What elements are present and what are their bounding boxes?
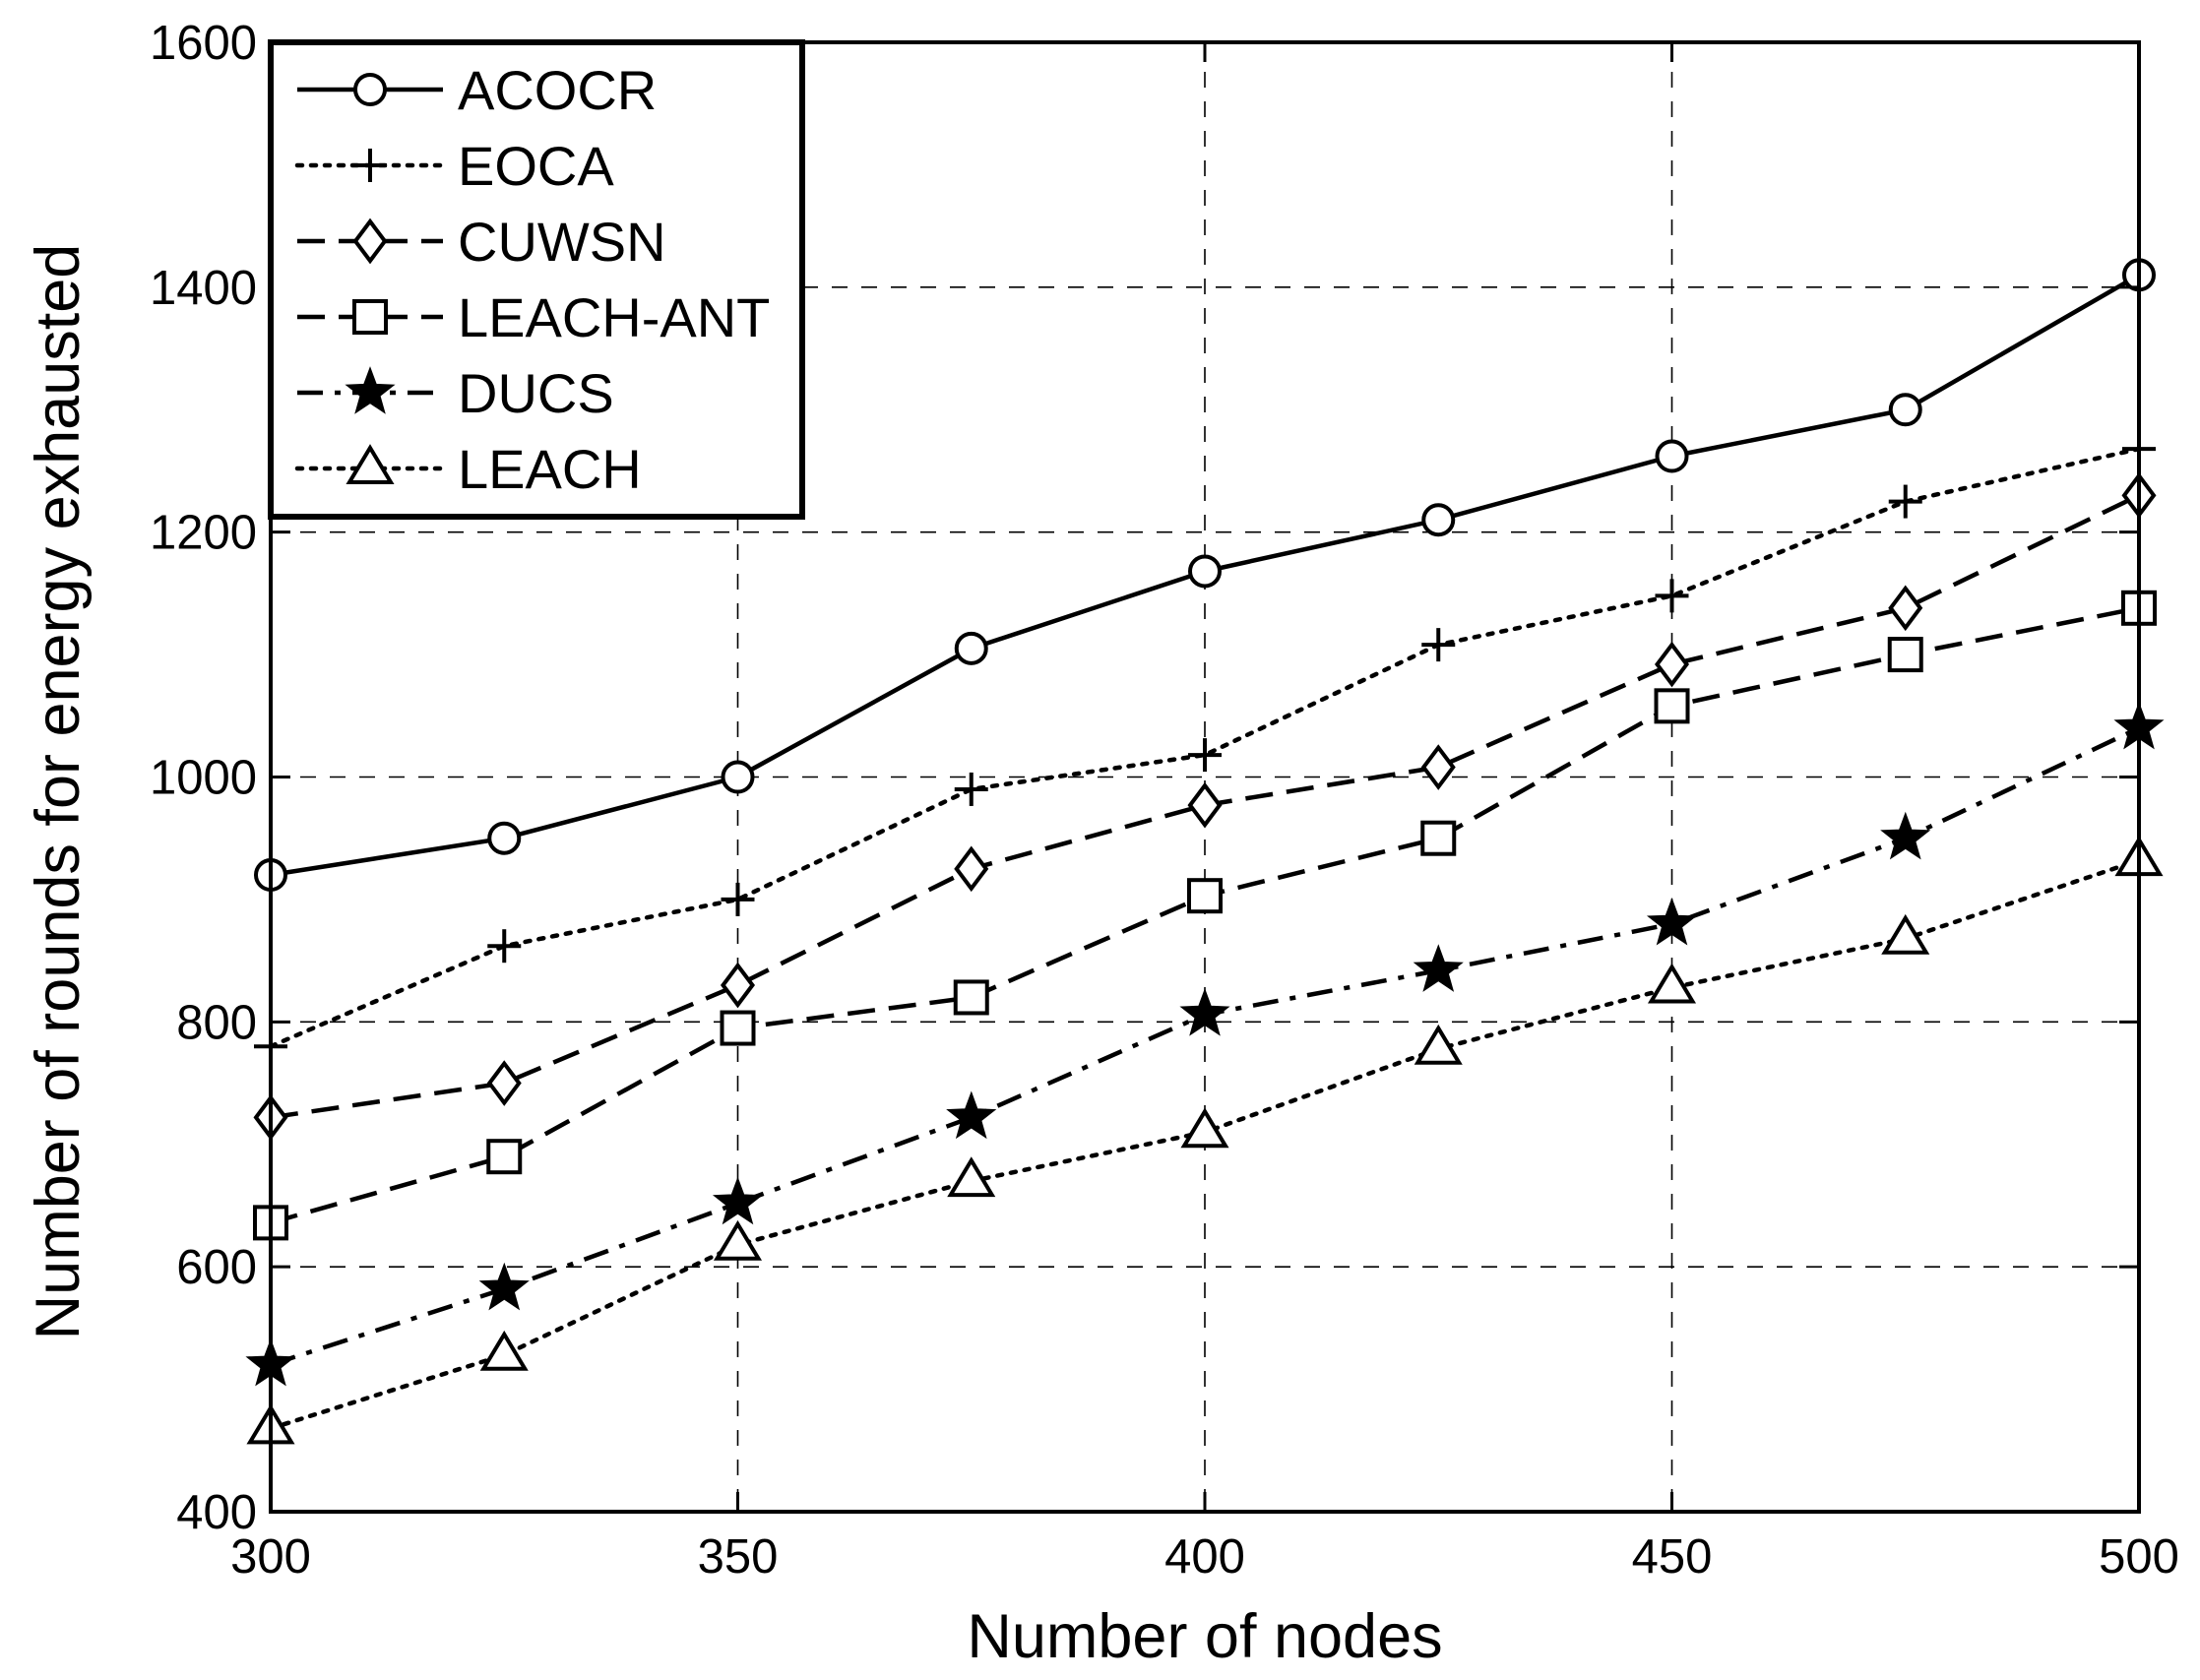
- x-tick-label: 400: [1164, 1530, 1245, 1584]
- data-point-leach: [1414, 1024, 1463, 1065]
- data-point-cuwsn: [721, 962, 755, 1009]
- legend-label-acocr: ACOCR: [458, 59, 657, 121]
- data-point-acocr: [1888, 393, 1922, 427]
- data-point-ducs: [1179, 988, 1230, 1036]
- data-point-ducs: [478, 1262, 530, 1311]
- data-point-leach-ant: [1187, 878, 1223, 914]
- legend-marker-eoca: [353, 149, 387, 182]
- data-point-cuwsn: [486, 1060, 522, 1106]
- legend-label-leach: LEACH: [458, 438, 642, 500]
- data-point-acocr: [721, 760, 755, 794]
- legend-label-ducs: DUCS: [458, 362, 614, 424]
- y-axis-title: Number of rounds for energy exhausted: [24, 244, 93, 1340]
- data-point-leach-ant: [720, 1010, 756, 1046]
- data-point-eoca: [1655, 579, 1689, 613]
- series-leach: [246, 836, 2164, 1445]
- legend-item-leach: LEACH: [294, 438, 642, 500]
- y-tick-label: 800: [176, 996, 257, 1049]
- data-point-cuwsn: [1888, 585, 1923, 632]
- data-point-eoca: [487, 929, 522, 964]
- x-axis-title: Number of nodes: [967, 1602, 1442, 1671]
- data-point-acocr: [487, 821, 522, 855]
- legend-marker-leach: [346, 444, 395, 484]
- legend-box: [268, 39, 805, 520]
- data-point-eoca: [721, 882, 755, 916]
- legend-item-eoca: EOCA: [294, 135, 614, 197]
- data-point-ducs: [1880, 811, 1931, 860]
- data-point-eoca: [1421, 628, 1456, 662]
- data-point-ducs: [946, 1090, 997, 1140]
- x-tick-label: 350: [698, 1530, 779, 1584]
- data-point-ducs: [1646, 897, 1698, 946]
- data-point-acocr: [1421, 503, 1456, 537]
- legend-item-ducs: DUCS: [297, 362, 614, 424]
- data-point-acocr: [954, 631, 988, 665]
- data-point-eoca: [1888, 484, 1922, 519]
- data-point-ducs: [712, 1176, 764, 1225]
- y-tick-label: 400: [176, 1486, 257, 1539]
- data-point-eoca: [954, 772, 988, 806]
- data-point-leach: [479, 1330, 529, 1371]
- data-point-eoca: [1188, 738, 1222, 773]
- legend-item-acocr: ACOCR: [297, 59, 657, 121]
- data-point-leach: [1647, 963, 1697, 1004]
- data-point-leach-ant: [1654, 688, 1690, 724]
- y-tick-label: 1600: [150, 17, 257, 70]
- data-point-cuwsn: [1655, 641, 1689, 688]
- data-point-leach-ant: [953, 979, 989, 1016]
- series-acocr: [254, 258, 2156, 893]
- tick-layer: 300 350 400 450 500 400 600 800 1000 1200 1400 1600: [150, 17, 2179, 1584]
- data-point-leach: [1881, 913, 1930, 955]
- legend-item-leach-ant: LEACH-ANT: [297, 286, 770, 348]
- data-point-acocr: [1655, 439, 1689, 473]
- data-point-leach: [1180, 1107, 1229, 1149]
- series-layer: [245, 258, 2165, 1445]
- data-point-acocr: [1188, 554, 1222, 589]
- legend-marker-leach-ant: [352, 299, 388, 335]
- data-point-leach: [947, 1156, 996, 1198]
- legend-label-cuwsn: CUWSN: [458, 211, 666, 273]
- data-point-cuwsn: [1420, 744, 1456, 790]
- data-point-cuwsn: [954, 845, 989, 893]
- legend-marker-acocr: [353, 73, 387, 106]
- y-tick-label: 600: [176, 1241, 257, 1294]
- y-tick-label: 1200: [150, 507, 257, 560]
- legend-label-leach-ant: LEACH-ANT: [458, 286, 770, 348]
- data-point-leach: [713, 1219, 763, 1261]
- legend-label-eoca: EOCA: [458, 135, 614, 197]
- legend-marker-ducs: [345, 366, 396, 414]
- data-point-leach-ant: [1887, 637, 1923, 673]
- legend-item-cuwsn: CUWSN: [297, 211, 666, 273]
- y-tick-label: 1000: [150, 752, 257, 805]
- data-point-ducs: [1413, 944, 1464, 992]
- x-tick-label: 300: [230, 1530, 311, 1584]
- series-line-eoca: [268, 446, 2142, 1049]
- data-point-leach-ant: [486, 1139, 523, 1175]
- data-point-cuwsn: [1187, 781, 1223, 829]
- series-leach-ant: [253, 590, 2157, 1241]
- data-point-leach-ant: [1420, 820, 1457, 856]
- x-tick-label: 450: [1632, 1530, 1713, 1584]
- x-tick-label: 500: [2099, 1530, 2179, 1584]
- legend-marker-cuwsn: [352, 218, 388, 265]
- y-tick-label: 1400: [150, 262, 257, 315]
- legend: ACOCR EOCA CUWSN LEACH-ANT DUCS LEACH: [268, 39, 805, 520]
